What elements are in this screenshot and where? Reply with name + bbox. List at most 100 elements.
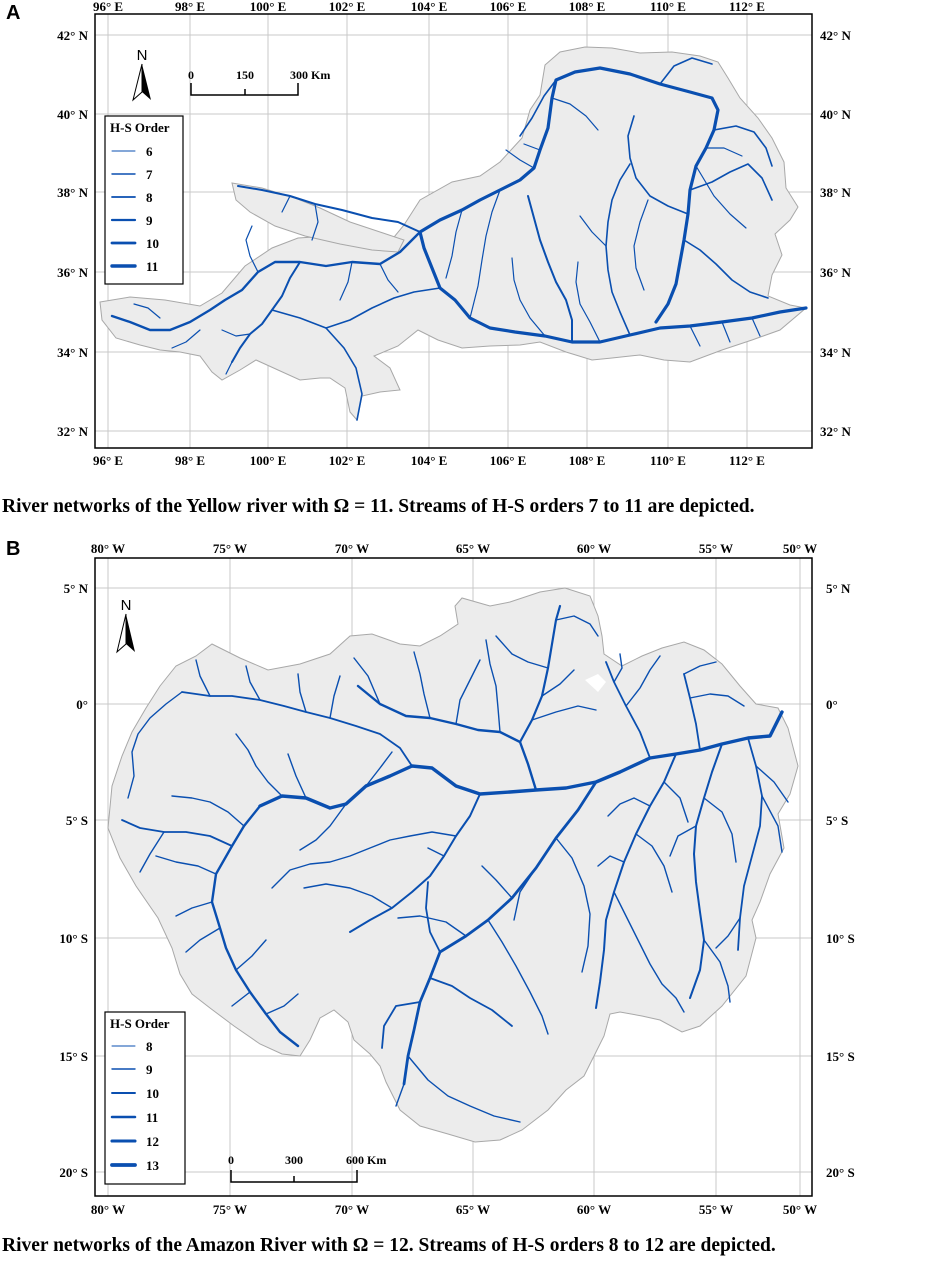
river-order8-a (395, 1055, 521, 1123)
lon-tick: 96° E (93, 453, 123, 468)
panel-b-letter: B (6, 538, 21, 560)
lat-tick: 34° N (57, 345, 88, 360)
longitude-ticks-top-a: 96° E 98° E 100° E 102° E 104° E 106° E … (93, 0, 765, 14)
river-order8-p (597, 855, 685, 1013)
lat-tick: 38° N (820, 185, 851, 200)
river-order7-j (505, 97, 599, 169)
lon-tick: 104° E (411, 453, 448, 468)
legend-label: 11 (146, 1110, 158, 1125)
lon-tick: 80° W (91, 541, 125, 556)
river-order7-f (245, 225, 259, 273)
river-order7-l (281, 195, 319, 241)
legend-label: 6 (146, 144, 153, 159)
lat-tick: 0° (826, 697, 838, 712)
river-order8-e (271, 831, 467, 937)
scale-bar-a: 0 150 300 Km (188, 68, 330, 96)
lat-tick: 15° S (826, 1049, 855, 1064)
river-order8-f (303, 847, 445, 909)
river-order9-c (527, 195, 573, 343)
river-order8-h (155, 855, 221, 953)
river-order8-b (325, 287, 441, 329)
caption-b: River networks of the Amazon River with … (2, 1235, 776, 1256)
scale-label: 150 (236, 68, 254, 82)
river-order7-e (133, 303, 201, 349)
river-order8-n (127, 691, 183, 873)
legend-label: 11 (146, 259, 158, 274)
yellow-river-network (110, 57, 808, 421)
river-order8-c (555, 837, 591, 973)
legend-title: H-S Order (110, 120, 170, 135)
lat-tick: 20° S (826, 1165, 855, 1180)
lon-tick: 50° W (783, 1202, 817, 1217)
river-order9-f (381, 977, 513, 1049)
north-arrow-icon: N (116, 597, 135, 654)
caption-a: River networks of the Yellow river with … (2, 496, 755, 517)
lat-tick: 32° N (820, 424, 851, 439)
lat-tick: 34° N (820, 345, 851, 360)
north-label: N (121, 597, 132, 614)
lon-tick: 96° E (93, 0, 123, 14)
north-label: N (137, 47, 148, 64)
lon-tick: 55° W (699, 541, 733, 556)
lon-tick: 106° E (490, 453, 527, 468)
lon-tick: 112° E (729, 453, 765, 468)
lon-tick: 60° W (577, 541, 611, 556)
river-order8-q (669, 797, 737, 1003)
scale-label: 0 (188, 68, 194, 82)
legend-label: 10 (146, 1086, 159, 1101)
lat-tick: 40° N (57, 107, 88, 122)
legend-label: 9 (146, 213, 153, 228)
legend-label: 9 (146, 1062, 153, 1077)
scale-label: 0 (228, 1153, 234, 1167)
scale-bar-b: 0 300 600 Km (228, 1153, 386, 1183)
lat-tick: 38° N (57, 185, 88, 200)
lon-tick: 70° W (335, 1202, 369, 1217)
lat-tick: 5° S (66, 813, 88, 828)
lon-tick: 106° E (490, 0, 527, 14)
legend-label: 12 (146, 1134, 159, 1149)
lon-tick: 108° E (569, 453, 606, 468)
lat-tick: 10° S (59, 931, 88, 946)
river-order7-k (695, 147, 747, 229)
river-order8-m (195, 659, 341, 719)
lon-tick: 110° E (650, 453, 686, 468)
river-order8-g (287, 751, 393, 851)
longitude-ticks-bottom-b: 80° W 75° W 70° W 65° W 60° W 55° W 50° … (91, 1202, 817, 1217)
latitude-ticks-right-a: 42° N 40° N 38° N 36° N 34° N 32° N (820, 28, 851, 439)
lat-tick: 32° N (57, 424, 88, 439)
lat-tick: 5° S (826, 813, 848, 828)
river-order9-e (425, 881, 441, 953)
lon-tick: 102° E (329, 453, 366, 468)
lon-tick: 70° W (335, 541, 369, 556)
lat-tick: 42° N (820, 28, 851, 43)
river-order9-d (121, 819, 233, 847)
legend-label: 10 (146, 236, 159, 251)
lon-tick: 112° E (729, 0, 765, 14)
scale-label: 300 (285, 1153, 303, 1167)
river-main-stem (418, 66, 808, 344)
river-order7-h (689, 317, 761, 347)
legend-label: 8 (146, 1039, 153, 1054)
river-order7-i (579, 199, 649, 291)
river-order7-c (575, 261, 601, 343)
lon-tick: 110° E (650, 0, 686, 14)
latitude-ticks-right-b: 5° N 0° 5° S 10° S 15° S 20° S (826, 581, 855, 1180)
lon-tick: 98° E (175, 0, 205, 14)
river-order11-negro (356, 684, 538, 792)
legend-a: H-S Order 6 7 8 9 10 11 (104, 115, 184, 285)
lon-tick: 104° E (411, 0, 448, 14)
amazon-river-map: 80° W 75° W 70° W 65° W 60° W 55° W 50° … (59, 541, 855, 1217)
lon-tick: 65° W (456, 541, 490, 556)
lat-tick: 20° S (59, 1165, 88, 1180)
river-order8-t (171, 733, 283, 827)
north-arrow-icon: N (132, 47, 151, 102)
lat-tick: 42° N (57, 28, 88, 43)
lon-tick: 80° W (91, 1202, 125, 1217)
river-order8-k (485, 635, 575, 733)
lon-tick: 75° W (213, 1202, 247, 1217)
river-order7-a (469, 189, 501, 319)
river-order8-h (659, 57, 713, 85)
map-b-frame (94, 557, 813, 1197)
lon-tick: 75° W (213, 541, 247, 556)
river-order7-m (221, 329, 251, 375)
